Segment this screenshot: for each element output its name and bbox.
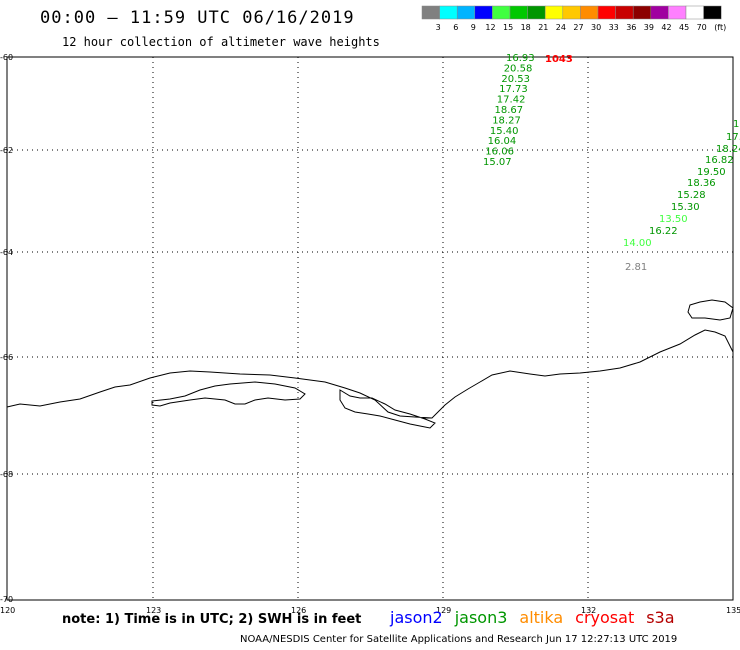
scale-label: 33 bbox=[609, 23, 619, 32]
wave-height-label: 15.40 bbox=[490, 126, 519, 137]
scale-label: 12 bbox=[485, 23, 495, 32]
scale-swatch bbox=[421, 5, 440, 20]
lon-label-129: 129 bbox=[436, 606, 451, 615]
satellite-s3a: s3a bbox=[646, 608, 675, 627]
scale-swatch bbox=[492, 5, 511, 20]
scale-label: 27 bbox=[573, 23, 583, 32]
wave-height-label: 17.73 bbox=[499, 84, 528, 95]
grid-lines bbox=[7, 57, 733, 600]
scale-swatch bbox=[527, 5, 546, 20]
lon-label-135: 135 bbox=[726, 606, 740, 615]
scale-swatch bbox=[580, 5, 599, 20]
scale-swatch bbox=[597, 5, 616, 20]
wave-height-label: 16.04 bbox=[488, 136, 517, 147]
lat-label-68: -68 bbox=[0, 470, 13, 479]
scale-swatch bbox=[632, 5, 652, 20]
lat-label-70: -70 bbox=[0, 595, 13, 604]
lat-label-66: -66 bbox=[0, 353, 13, 362]
lat-label-62: -62 bbox=[0, 146, 13, 155]
wave-height-label: 18.24 bbox=[716, 144, 740, 155]
lon-label-132: 132 bbox=[581, 606, 596, 615]
scale-swatch bbox=[650, 5, 669, 20]
wave-height-label: 17.42 bbox=[497, 95, 526, 106]
wave-height-label: 15.07 bbox=[483, 157, 512, 168]
wave-height-label: 16.82 bbox=[705, 155, 734, 166]
wave-height-label: 19.50 bbox=[697, 167, 726, 178]
wave-height-label: 16.93 bbox=[506, 53, 535, 64]
lat-label-64: -64 bbox=[0, 248, 13, 257]
wave-height-label: 13.50 bbox=[659, 214, 688, 225]
scale-label: 24 bbox=[556, 23, 566, 32]
scale-swatch bbox=[456, 5, 476, 20]
satellite-jason3: jason3 bbox=[454, 608, 508, 627]
wave-track-1: 16.9320.5820.5317.7317.4218.6718.2715.40… bbox=[483, 53, 535, 168]
lon-label-120: 120 bbox=[0, 606, 15, 615]
scale-label: 21 bbox=[538, 23, 548, 32]
wave-height-label: 15.30 bbox=[671, 202, 700, 213]
scale-label: 70 bbox=[697, 23, 707, 32]
scale-label: (ft) bbox=[714, 23, 726, 32]
scale-label: 30 bbox=[591, 23, 601, 32]
scale-label: 15 bbox=[503, 23, 513, 32]
map-subtitle: 12 hour collection of altimeter wave hei… bbox=[62, 35, 380, 49]
wave-height-label: 18.27 bbox=[492, 115, 521, 126]
footer-note: note: 1) Time is in UTC; 2) SWH is in fe… bbox=[62, 612, 362, 627]
lat-label-60: -60 bbox=[0, 53, 13, 62]
wave-height-label: 18.67 bbox=[495, 105, 524, 116]
map-title: 00:00 – 11:59 UTC 06/16/2019 bbox=[40, 8, 355, 28]
satellite-cryosat: cryosat bbox=[575, 608, 635, 627]
footer-credit: NOAA/NESDIS Center for Satellite Applica… bbox=[240, 634, 678, 645]
map-frame bbox=[6, 56, 734, 601]
scale-swatch bbox=[544, 5, 564, 20]
satellite-altika: altika bbox=[519, 608, 564, 627]
wave-height-label: 15.28 bbox=[677, 190, 706, 201]
scale-label: 18 bbox=[521, 23, 531, 32]
wave-height-label: 17 bbox=[733, 119, 740, 130]
scale-swatch bbox=[685, 5, 704, 20]
wave-height-label: 18.36 bbox=[687, 178, 716, 189]
lon-label-123: 123 bbox=[146, 606, 161, 615]
wave-height-label: 20.58 bbox=[504, 63, 533, 74]
scale-label: 6 bbox=[453, 23, 458, 32]
scale-label: 36 bbox=[626, 23, 636, 32]
lon-label-126: 126 bbox=[291, 606, 306, 615]
satellite-legend: jason2 jason3 altika cryosat s3a bbox=[390, 608, 687, 627]
scale-swatch bbox=[474, 5, 493, 20]
scale-swatch bbox=[703, 5, 722, 20]
satellite-jason2: jason2 bbox=[390, 608, 443, 627]
scale-swatch bbox=[668, 5, 687, 20]
scale-swatch bbox=[615, 5, 634, 20]
wave-track-2: 17 17.18.2416.8219.5018.3615.2815.3013.50… bbox=[623, 119, 740, 249]
wave-height-label: 14.00 bbox=[623, 238, 652, 249]
wave-height-label: 20.53 bbox=[501, 74, 530, 85]
scale-swatch bbox=[439, 5, 458, 20]
wave-height-label: 16.06 bbox=[485, 147, 514, 158]
scale-swatch bbox=[562, 5, 581, 20]
wave-height-label: 17. bbox=[726, 132, 740, 143]
color-scale-legend: 3 6 9 12 15 18 21 24 27 30 33 36 39 42 45 70 (ft) bbox=[421, 5, 726, 32]
scale-label: 45 bbox=[679, 23, 689, 32]
wave-height-label: 16.22 bbox=[649, 226, 678, 237]
scale-label: 39 bbox=[644, 23, 654, 32]
coastline bbox=[6, 299, 734, 429]
track1-highlight-value: 1043 bbox=[545, 54, 573, 65]
scale-label: 9 bbox=[471, 23, 476, 32]
scale-swatch bbox=[509, 5, 528, 20]
scale-label: 42 bbox=[661, 23, 671, 32]
track2-extra-value: 2.81 bbox=[625, 262, 647, 273]
scale-label: 3 bbox=[436, 23, 441, 32]
